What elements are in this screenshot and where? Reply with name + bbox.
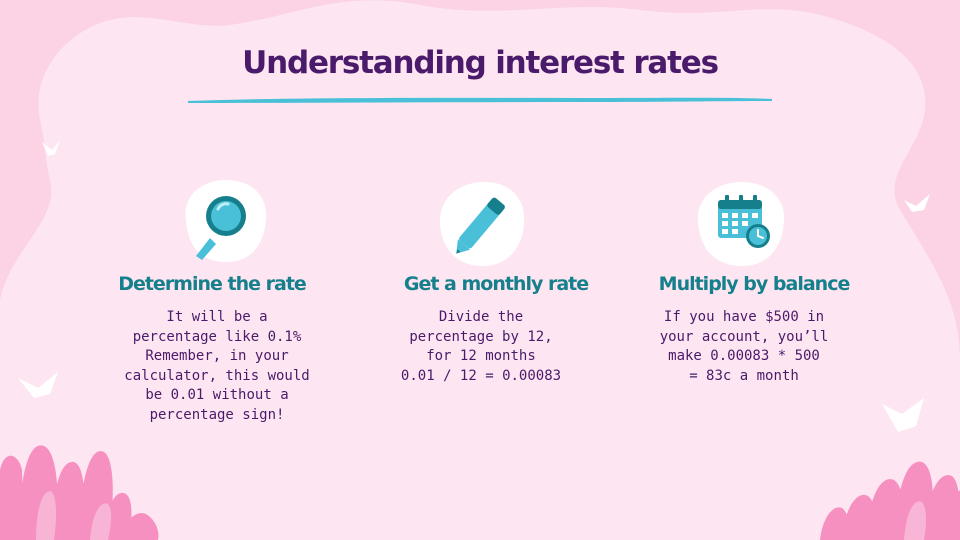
bird-icon	[42, 140, 60, 156]
card-body: If you have $500 in your account, you’ll…	[644, 308, 844, 386]
card-body-line: for 12 months	[426, 348, 536, 364]
card-body-line: your account, you’ll	[659, 328, 829, 345]
card-heading: Get a monthly rate	[403, 273, 589, 295]
card-body-line: percentage sign!	[149, 406, 285, 423]
bird-icon	[18, 372, 58, 398]
bird-icon	[904, 194, 930, 212]
icon-badge	[432, 178, 532, 268]
card-heading: Determine the rate	[118, 273, 307, 295]
card-body-line: percentage like 0.1%	[132, 328, 302, 345]
card-body-line: If you have $500 in	[663, 309, 825, 325]
card-body-line: percentage by 12,	[409, 328, 553, 345]
card-body-line: = 83c a month	[689, 367, 799, 384]
magnifier-icon	[185, 180, 267, 262]
bird-icon	[882, 398, 924, 432]
card-body-line: make 0.00083 * 500	[668, 348, 820, 364]
card-body: Divide the percentage by 12, for 12 mont…	[386, 308, 576, 386]
card-body-line: be 0.01 without a	[145, 387, 289, 403]
icon-badge	[692, 178, 792, 268]
card-body: It will be a percentage like 0.1% Rememb…	[117, 308, 317, 425]
icon-badge	[174, 176, 274, 266]
page-title: Understanding interest rates	[242, 45, 719, 81]
foliage-right-light	[904, 501, 926, 540]
pencil-icon	[439, 182, 525, 266]
title-underline	[188, 97, 772, 103]
card-body-line: Divide the	[438, 309, 524, 325]
card-body-line: 0.01 / 12 = 0.00083	[400, 367, 562, 384]
card-body-line: It will be a	[166, 309, 268, 325]
calendar-icon	[697, 182, 785, 266]
card-heading: Multiply by balance	[658, 273, 851, 295]
card-body-line: Remember, in your	[145, 348, 289, 364]
card-body-line: calculator, this would	[124, 367, 310, 384]
foliage-left-light	[36, 491, 112, 540]
